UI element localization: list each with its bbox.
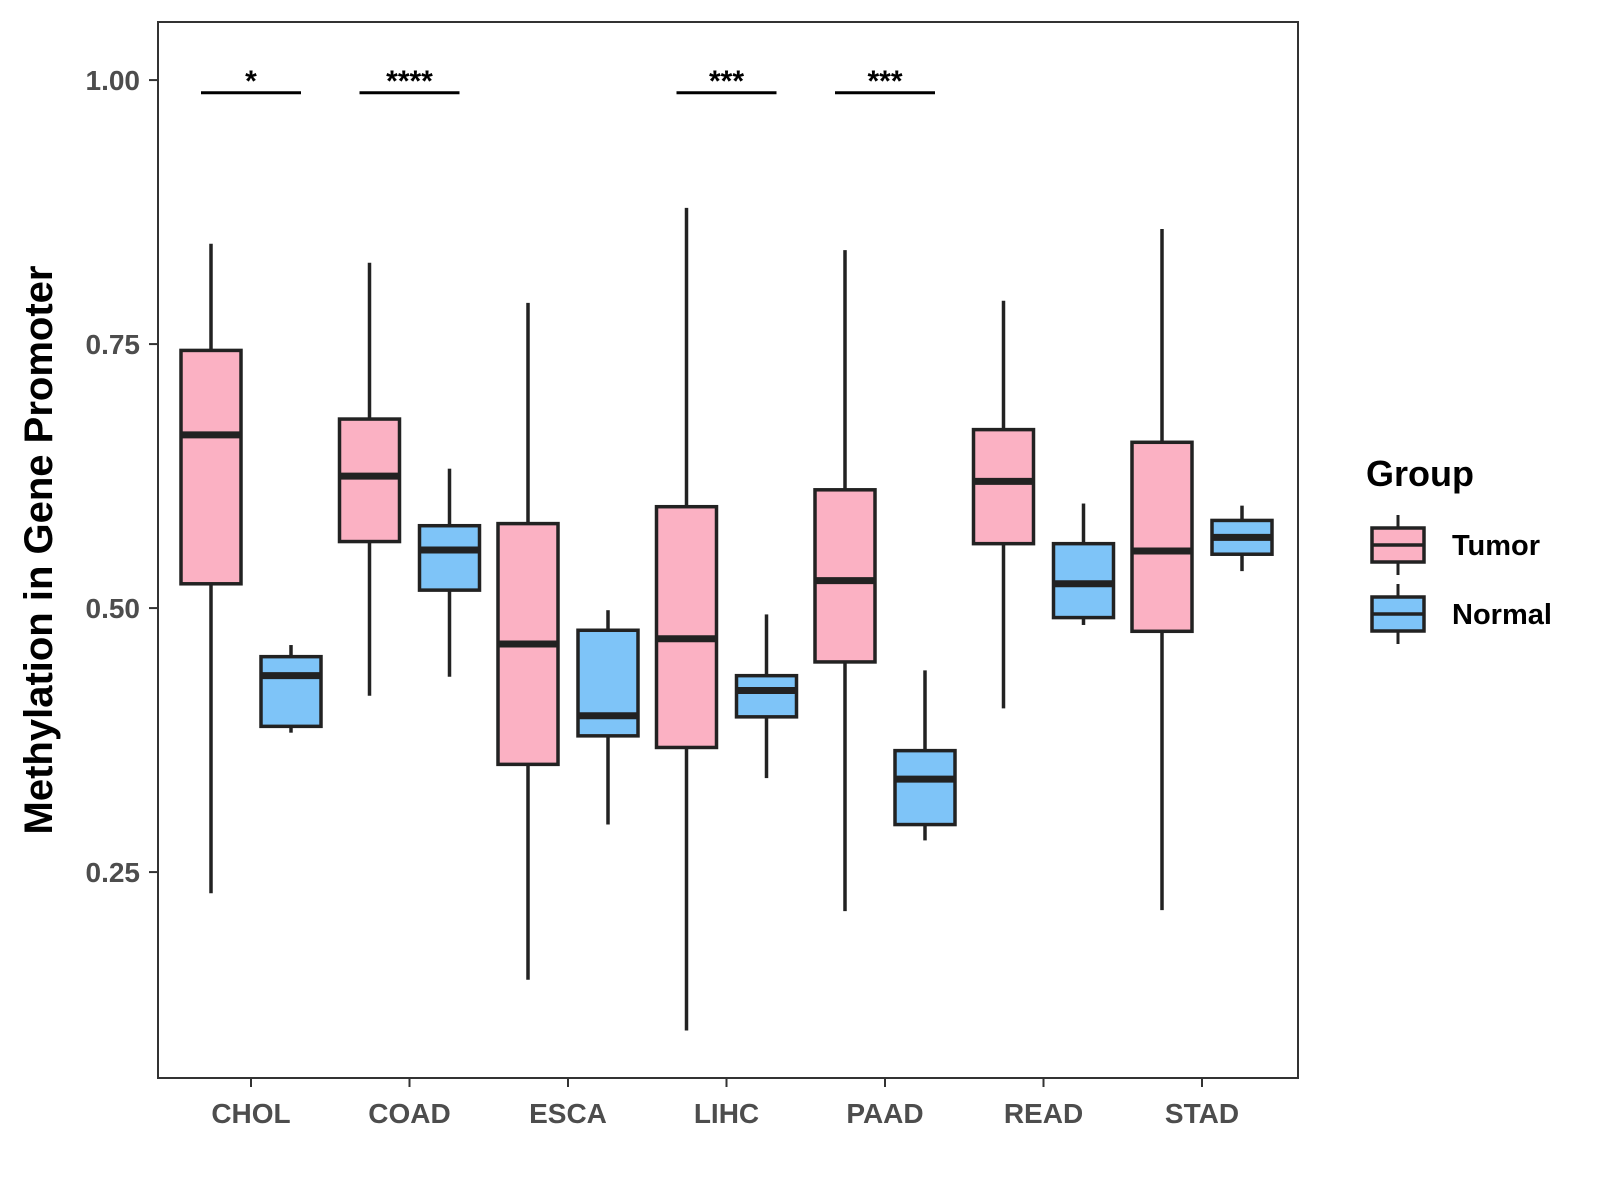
box-tumor-stad xyxy=(1130,228,1194,911)
y-tick-label: 0.50 xyxy=(86,593,141,624)
x-tick-label-lihc: LIHC xyxy=(694,1098,759,1129)
box-body xyxy=(259,654,323,729)
box-body xyxy=(417,523,482,592)
plot-panel-background xyxy=(158,22,1298,1078)
y-tick-label: 0.25 xyxy=(86,857,141,888)
x-tick-label-chol: CHOL xyxy=(211,1098,290,1129)
y-axis-ticks: 0.25 0.50 0.75 1.00 xyxy=(86,65,158,888)
box-tumor-paad xyxy=(813,250,877,912)
box-body xyxy=(813,488,877,664)
box-body xyxy=(971,427,1036,546)
x-tick-label-read: READ xyxy=(1004,1098,1083,1129)
significance-label-chol: * xyxy=(245,65,257,98)
box-tumor-chol xyxy=(179,243,243,894)
box-tumor-read xyxy=(971,300,1036,709)
x-tick-label-paad: PAAD xyxy=(846,1098,923,1129)
legend-key-normal: Normal xyxy=(1370,584,1552,644)
box-body xyxy=(179,348,243,586)
significance-label-lihc: *** xyxy=(709,65,744,98)
box-normal-esca xyxy=(576,610,640,825)
legend-label-tumor: Tumor xyxy=(1452,530,1540,562)
significance-label-paad: *** xyxy=(867,65,902,98)
box-body xyxy=(1130,440,1194,634)
box-normal-read xyxy=(1051,503,1116,625)
legend-title: Group xyxy=(1366,453,1474,494)
x-axis-ticks: CHOL COAD ESCA LIHC PAAD READ STAD xyxy=(211,1078,1239,1129)
box-body xyxy=(337,417,402,544)
box-normal-chol xyxy=(259,645,323,733)
x-tick-label-stad: STAD xyxy=(1165,1098,1239,1129)
box-tumor-lihc xyxy=(654,207,719,1031)
significance-layer: * **** *** *** xyxy=(201,65,935,98)
significance-label-coad: **** xyxy=(386,65,433,98)
box-normal-stad xyxy=(1210,505,1274,572)
box-normal-paad xyxy=(893,670,957,841)
box-body xyxy=(893,748,957,827)
y-axis-title: Methylation in Gene Promoter xyxy=(17,266,61,835)
box-body xyxy=(654,504,719,750)
legend-label-normal: Normal xyxy=(1452,599,1552,631)
box-normal-lihc xyxy=(734,614,799,779)
y-tick-label: 1.00 xyxy=(86,65,141,96)
box-body xyxy=(734,673,799,719)
box-tumor-coad xyxy=(337,262,402,696)
legend-key-tumor: Tumor xyxy=(1370,515,1540,575)
boxes-layer xyxy=(179,207,1274,1031)
x-tick-label-coad: COAD xyxy=(368,1098,450,1129)
legend: Group Tumor Normal xyxy=(1366,453,1552,644)
plot-panel-border xyxy=(157,21,1299,1079)
y-tick-label: 0.75 xyxy=(86,329,141,360)
x-tick-label-esca: ESCA xyxy=(529,1098,607,1129)
box-tumor-esca xyxy=(496,302,560,980)
box-normal-coad xyxy=(417,468,482,677)
box-body xyxy=(576,628,640,738)
